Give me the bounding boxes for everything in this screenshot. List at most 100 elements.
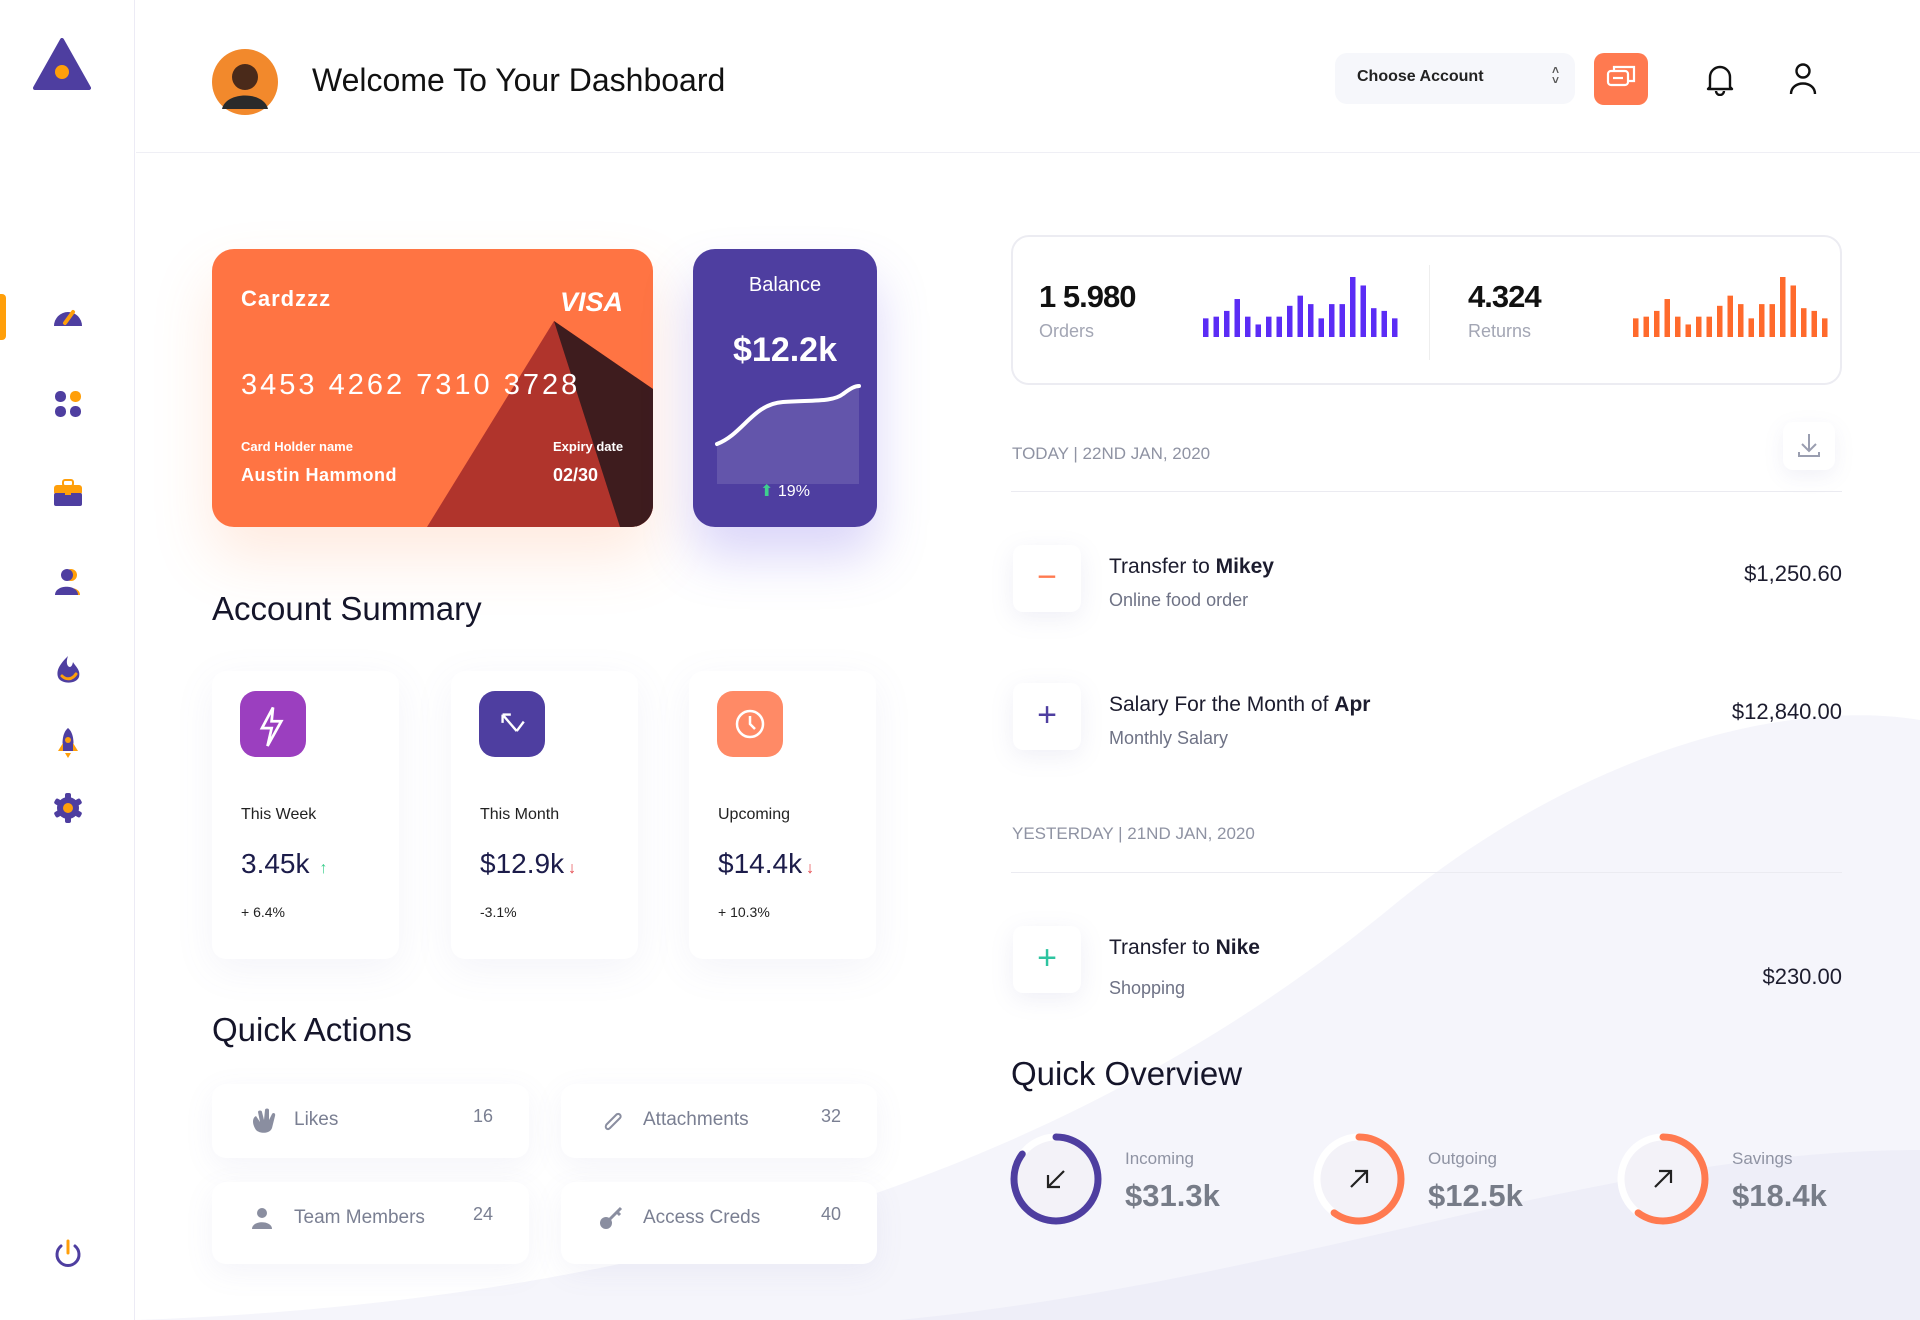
briefcase-icon[interactable] (50, 475, 86, 511)
paperclip-icon (604, 1112, 622, 1131)
returns-bar (1633, 318, 1639, 337)
fire-icon[interactable] (50, 652, 86, 688)
arrow-up-icon: ⬆ (760, 483, 774, 500)
returns-bar (1696, 316, 1702, 337)
summary-value: 3.45k ↑ (241, 848, 328, 880)
returns-bar (1643, 316, 1649, 337)
orders-bar (1224, 310, 1230, 337)
summary-icon-box (717, 691, 783, 757)
orders-bar (1350, 277, 1356, 337)
arrow-down-icon: ↓ (806, 860, 815, 877)
transaction-row[interactable]: + Transfer to Nike Shopping $230.00 (1011, 926, 1842, 998)
transaction-subtitle: Online food order (1109, 590, 1249, 610)
summary-change: + 10.3% (718, 904, 770, 920)
account-select-label: Choose Account (1357, 68, 1484, 85)
stats-card: 1 5.980 Orders 4.324 Returns (1011, 235, 1842, 385)
today-divider (1011, 491, 1842, 492)
returns-bar (1727, 295, 1733, 337)
transaction-title-bold: Apr (1334, 693, 1371, 716)
summary-label: This Week (241, 806, 317, 823)
chat-button[interactable] (1594, 53, 1648, 105)
rocket-icon[interactable] (50, 725, 86, 761)
orders-bar (1392, 318, 1398, 337)
orders-bar (1276, 316, 1282, 337)
summary-label: Upcoming (718, 806, 791, 823)
key-icon (600, 1206, 623, 1229)
summary-icon-box (240, 691, 306, 757)
returns-bar (1748, 318, 1754, 337)
quick-action-label: Access Creds (643, 1207, 761, 1228)
summary-card[interactable]: Upcoming $14.4k ↓ + 10.3% (689, 671, 876, 959)
account-select[interactable]: Choose Account ˄ ˅ (1335, 53, 1575, 104)
users-icon[interactable] (50, 564, 86, 600)
speedometer-icon[interactable] (50, 298, 86, 334)
power-icon[interactable] (50, 1236, 86, 1272)
card-decoration (427, 321, 653, 527)
quick-action-team-members[interactable]: Team Members 24 (212, 1182, 529, 1264)
orders-bar (1297, 295, 1303, 337)
quick-actions-title: Quick Actions (212, 1011, 412, 1048)
quick-action-label: Attachments (643, 1109, 749, 1130)
transaction-amount: $12,840.00 (1731, 699, 1842, 724)
arrow-up-right-icon (1654, 1169, 1673, 1188)
grid-icon[interactable] (50, 386, 86, 422)
orders-bar (1308, 304, 1314, 337)
balance-card[interactable]: Balance $12.2k ⬆ 19% (693, 249, 877, 527)
quick-action-count: 40 (820, 1204, 841, 1224)
transaction-row[interactable]: + Salary For the Month of Apr Monthly Sa… (1011, 683, 1842, 755)
returns-bar (1801, 308, 1807, 337)
summary-card[interactable]: This Month $12.9k ↓ -3.1% (451, 671, 638, 959)
orders-bar (1203, 318, 1209, 337)
orders-bar (1329, 304, 1335, 337)
overview-value: $12.5k (1428, 1178, 1523, 1213)
balance-change-value: 19% (777, 483, 810, 500)
quick-action-likes[interactable]: Likes 16 (212, 1084, 529, 1158)
overview-item[interactable]: Incoming $31.3k (1006, 1129, 1306, 1229)
lightning-icon (259, 706, 284, 747)
orders-bar (1255, 324, 1261, 337)
avatar[interactable] (212, 49, 278, 115)
credit-card[interactable]: Cardzzz VISA 3453 4262 7310 3728 Card Ho… (212, 249, 653, 527)
transaction-title-prefix: Transfer to (1109, 555, 1216, 578)
orders-bar (1213, 316, 1219, 337)
overview-progress-ring (1010, 1133, 1102, 1225)
returns-bar (1790, 285, 1796, 337)
user-icon[interactable] (1788, 62, 1818, 96)
transaction-title-prefix: Transfer to (1109, 936, 1216, 959)
gear-icon[interactable] (50, 790, 86, 826)
arrows-icon (501, 713, 525, 732)
active-indicator (0, 294, 6, 340)
clock-icon (735, 709, 765, 739)
stats-divider (1429, 265, 1430, 360)
summary-value: $12.9k ↓ (480, 848, 576, 880)
returns-bar (1685, 324, 1691, 337)
transaction-title: Salary For the Month of Apr (1109, 693, 1370, 717)
arrow-up-icon: ↑ (319, 860, 328, 877)
transaction-row[interactable]: − Transfer to Mikey Online food order $1… (1011, 545, 1842, 617)
summary-card[interactable]: This Week 3.45k ↑ + 6.4% (212, 671, 399, 959)
orders-bar (1371, 308, 1377, 337)
orders-bar (1234, 299, 1240, 337)
transaction-amount: $230.00 (1762, 964, 1842, 989)
quick-action-access-creds[interactable]: Access Creds 40 (561, 1182, 877, 1264)
arrow-up-right-icon (1350, 1169, 1369, 1188)
visa-logo: VISA (559, 287, 623, 317)
overview-item[interactable]: Savings $18.4k (1613, 1129, 1913, 1229)
quick-action-count: 24 (472, 1204, 493, 1224)
plus-icon: + (1013, 926, 1081, 993)
minus-icon: − (1013, 545, 1081, 612)
download-icon (1798, 434, 1820, 457)
returns-label: Returns (1468, 321, 1532, 341)
quick-action-attachments[interactable]: Attachments 32 (561, 1084, 877, 1158)
returns-bar (1664, 299, 1670, 337)
bell-icon[interactable] (1704, 62, 1736, 96)
transaction-subtitle: Monthly Salary (1109, 728, 1229, 748)
returns-bar (1769, 304, 1775, 337)
plus-icon: + (1013, 683, 1081, 750)
download-button[interactable] (1783, 422, 1835, 470)
returns-value: 4.324 (1468, 279, 1542, 314)
card-number: 3453 4262 7310 3728 (241, 369, 581, 401)
balance-label: Balance (748, 274, 822, 296)
returns-bar (1759, 304, 1765, 337)
overview-item[interactable]: Outgoing $12.5k (1309, 1129, 1609, 1229)
